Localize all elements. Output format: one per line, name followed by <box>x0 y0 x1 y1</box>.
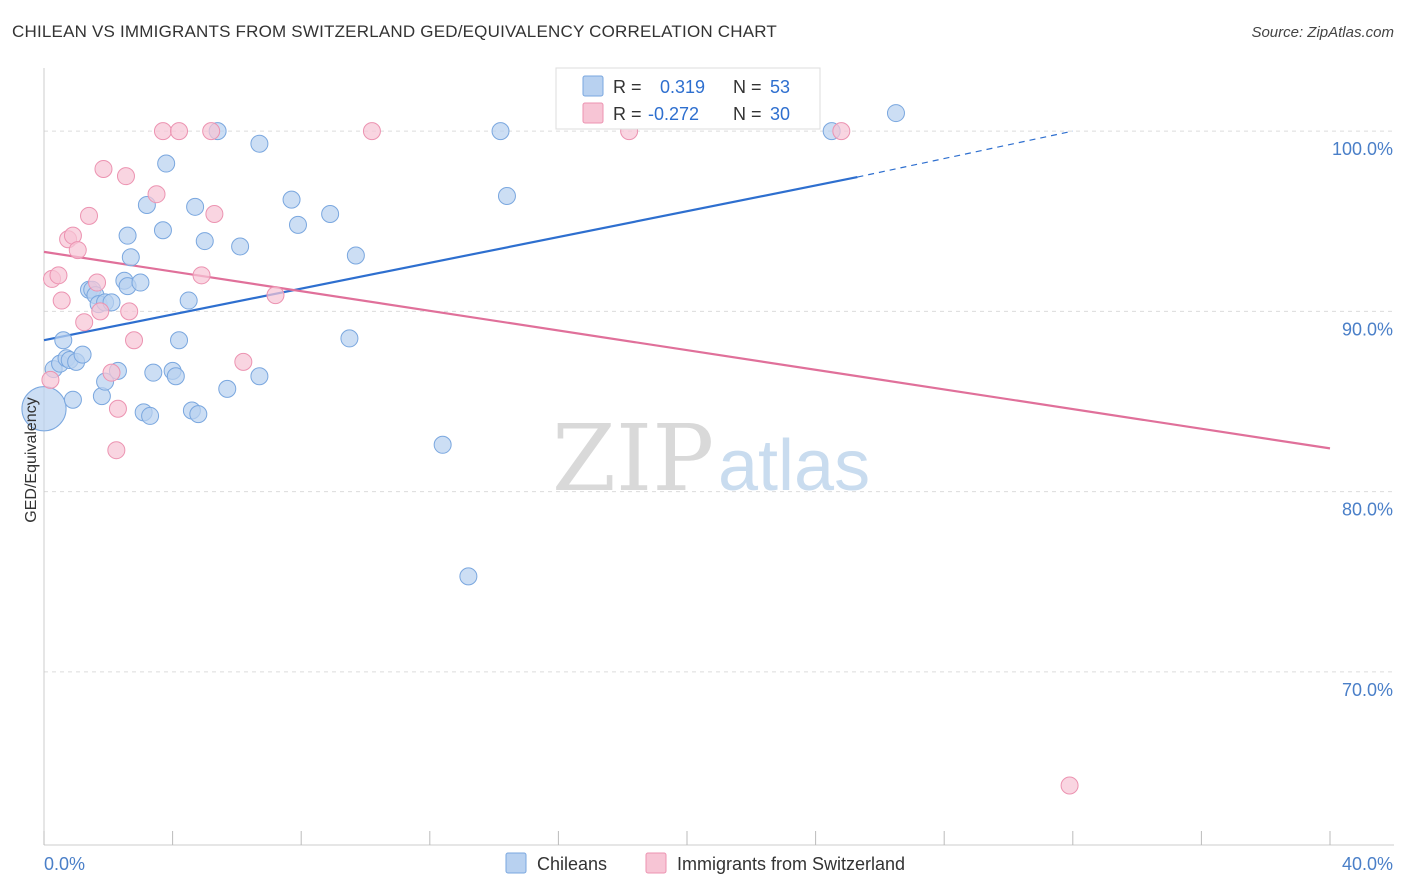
chilean-point-43 <box>288 215 307 234</box>
chilean-point-50 <box>497 186 516 205</box>
watermark: ZIP atlas <box>552 405 870 512</box>
chilean-point-49 <box>491 122 510 141</box>
chilean-point-8 <box>73 345 92 364</box>
swiss-point-7 <box>75 313 94 332</box>
chilean-point-45 <box>340 329 359 348</box>
y-tick-label-0: 100.0% <box>1332 139 1393 159</box>
chilean-point-41 <box>250 367 269 386</box>
watermark-zip: ZIP <box>552 405 714 512</box>
swiss-point-14 <box>107 441 126 460</box>
swiss-trend-line <box>43 250 1331 450</box>
axes <box>43 68 1394 846</box>
x-tick-label-0: 0.0% <box>44 854 85 874</box>
swiss-point-24 <box>234 352 253 371</box>
swiss-point-29 <box>1060 776 1079 795</box>
chilean-point-27 <box>153 221 172 240</box>
chilean-point-20 <box>118 226 137 245</box>
legend-n-label-1: N = <box>733 77 762 97</box>
data-points <box>21 104 1079 795</box>
swiss-point-23 <box>205 205 224 224</box>
bottom-legend-label-switzerland: Immigrants from Switzerland <box>677 854 905 874</box>
y-axis-title: GED/Equivalency <box>23 397 40 522</box>
x-tick-label-1: 40.0% <box>1342 854 1393 874</box>
legend-r-label-1: R = <box>613 77 642 97</box>
chilean-trend-line <box>43 175 858 342</box>
x-ticks: 0.0% 40.0% <box>43 831 1393 874</box>
chilean-point-48 <box>459 567 478 586</box>
swiss-point-13 <box>108 399 127 418</box>
chilean-point-28 <box>157 154 176 173</box>
trend-lines <box>43 130 1331 450</box>
chilean-trend-extension <box>857 130 1073 178</box>
y-axis-label: GED/Equivalency <box>23 397 40 522</box>
swiss-point-9 <box>88 273 107 292</box>
swiss-point-16 <box>120 302 139 321</box>
chart-title: CHILEAN VS IMMIGRANTS FROM SWITZERLAND G… <box>12 22 778 41</box>
chilean-point-22 <box>131 273 150 292</box>
source-label: Source: ZipAtlas.com <box>1251 24 1394 41</box>
swiss-point-3 <box>52 291 71 310</box>
chilean-point-3 <box>54 331 73 350</box>
swiss-point-6 <box>68 241 87 260</box>
legend-r-value-1: 0.319 <box>660 77 705 97</box>
swiss-point-20 <box>170 122 189 141</box>
swiss-point-2 <box>49 266 68 285</box>
legend-n-value-1: 53 <box>770 77 790 97</box>
y-tick-label-3: 70.0% <box>1342 680 1393 700</box>
legend-n-value-2: 30 <box>770 104 790 124</box>
swiss-point-10 <box>91 302 110 321</box>
chilean-point-39 <box>231 237 250 256</box>
chilean-point-36 <box>195 232 214 251</box>
chilean-point-44 <box>321 205 340 224</box>
legend-r-label-2: R = <box>613 104 642 124</box>
legend-swatch-switzerland <box>582 102 604 124</box>
swiss-point-0 <box>41 370 60 389</box>
chilean-point-31 <box>170 331 189 350</box>
chilean-point-25 <box>141 406 160 425</box>
chilean-point-21 <box>121 248 140 267</box>
swiss-point-11 <box>94 159 113 178</box>
series-legend: Chileans Immigrants from Switzerland <box>505 852 905 874</box>
chilean-point-46 <box>346 246 365 265</box>
swiss-point-21 <box>192 266 211 285</box>
chilean-point-52 <box>886 104 905 123</box>
grid-lines <box>44 130 1394 673</box>
y-tick-label-2: 80.0% <box>1342 500 1393 520</box>
chilean-point-34 <box>186 197 205 216</box>
legend-r-value-2: -0.272 <box>648 104 699 124</box>
swiss-point-22 <box>202 122 221 141</box>
stats-legend: R = 0.319 N = 53 R = -0.272 N = 30 <box>555 67 821 130</box>
swiss-point-15 <box>116 167 135 186</box>
swiss-point-25 <box>266 286 285 305</box>
chilean-point-47 <box>433 435 452 454</box>
chilean-point-40 <box>250 134 269 153</box>
watermark-atlas: atlas <box>718 426 870 506</box>
swiss-point-18 <box>147 185 166 204</box>
legend-n-label-2: N = <box>733 104 762 124</box>
chilean-point-26 <box>144 363 163 382</box>
chilean-point-32 <box>179 291 198 310</box>
chilean-point-42 <box>282 190 301 209</box>
swiss-point-28 <box>832 122 851 141</box>
swiss-point-17 <box>125 331 144 350</box>
chilean-point-0 <box>21 386 67 432</box>
bottom-legend-label-chileans: Chileans <box>537 854 607 874</box>
legend-swatch-chileans <box>582 75 604 97</box>
bottom-legend-swatch-switzerland <box>645 852 667 874</box>
chilean-point-6 <box>63 390 82 409</box>
swiss-point-8 <box>80 206 99 225</box>
swiss-point-19 <box>153 122 172 141</box>
bottom-legend-swatch-chileans <box>505 852 527 874</box>
swiss-point-26 <box>362 122 381 141</box>
swiss-point-12 <box>102 363 121 382</box>
chilean-point-38 <box>218 379 237 398</box>
y-tick-label-1: 90.0% <box>1342 319 1393 339</box>
chilean-point-35 <box>189 405 208 424</box>
chilean-point-30 <box>166 367 185 386</box>
y-tick-labels: 100.0% 90.0% 80.0% 70.0% <box>1332 139 1393 700</box>
